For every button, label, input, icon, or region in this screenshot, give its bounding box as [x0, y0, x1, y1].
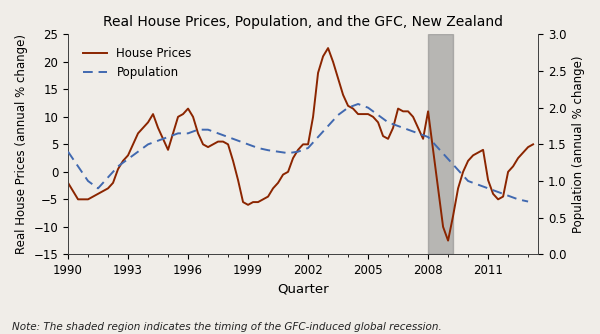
Population [214, 131, 221, 135]
Population [74, 164, 82, 168]
Population [475, 183, 482, 187]
Population [364, 106, 371, 110]
Population [434, 146, 442, 150]
X-axis label: Quarter: Quarter [277, 283, 329, 296]
Population [235, 139, 242, 143]
Population [314, 135, 322, 139]
House Prices [529, 142, 536, 146]
House Prices [520, 151, 527, 155]
House Prices [145, 120, 152, 124]
Population [334, 113, 341, 117]
Population [404, 128, 412, 132]
House Prices [464, 159, 472, 163]
Population [224, 135, 232, 139]
House Prices [445, 238, 452, 242]
Population [445, 157, 452, 161]
Population [85, 179, 92, 183]
Population [145, 142, 152, 146]
Population [244, 142, 251, 146]
Text: Note: The shaded region indicates the timing of the GFC-induced global recession: Note: The shaded region indicates the ti… [12, 322, 442, 332]
Population [265, 148, 272, 152]
Population [394, 124, 401, 128]
Population [94, 186, 101, 190]
House Prices [325, 46, 332, 50]
Population [115, 164, 122, 168]
Y-axis label: Real House Prices (annual % change): Real House Prices (annual % change) [15, 34, 28, 254]
Bar [428, 34, 453, 255]
Population [505, 194, 512, 198]
Population [254, 146, 262, 150]
Population [325, 124, 332, 128]
Population [524, 199, 532, 203]
Population [205, 128, 212, 132]
Population [184, 131, 191, 135]
Population [154, 139, 161, 143]
Population [355, 102, 362, 106]
Population [124, 157, 131, 161]
Y-axis label: Population (annual % change): Population (annual % change) [572, 55, 585, 233]
Population [274, 150, 281, 154]
Population [374, 113, 382, 117]
Line: House Prices: House Prices [68, 48, 533, 240]
Population [494, 190, 502, 194]
House Prices [475, 151, 482, 155]
Population [104, 175, 112, 179]
Population [344, 106, 352, 110]
Legend: House Prices, Population: House Prices, Population [79, 42, 197, 84]
Population [164, 135, 172, 139]
Population [415, 131, 422, 135]
Population [385, 120, 392, 124]
Population [295, 150, 302, 154]
House Prices [64, 181, 71, 185]
Population [64, 150, 71, 154]
Population [464, 179, 472, 183]
Population [424, 135, 431, 139]
Population [304, 146, 311, 150]
Population [484, 186, 491, 190]
Population [134, 150, 142, 154]
Population [284, 151, 292, 155]
Population [175, 131, 182, 135]
Population [454, 168, 461, 172]
House Prices [220, 140, 227, 144]
Line: Population: Population [68, 104, 528, 201]
Title: Real House Prices, Population, and the GFC, New Zealand: Real House Prices, Population, and the G… [103, 15, 503, 29]
Population [514, 197, 521, 201]
Population [194, 128, 202, 132]
House Prices [400, 109, 407, 113]
